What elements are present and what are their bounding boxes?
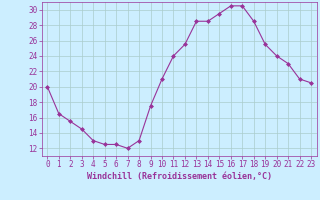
X-axis label: Windchill (Refroidissement éolien,°C): Windchill (Refroidissement éolien,°C) xyxy=(87,172,272,181)
